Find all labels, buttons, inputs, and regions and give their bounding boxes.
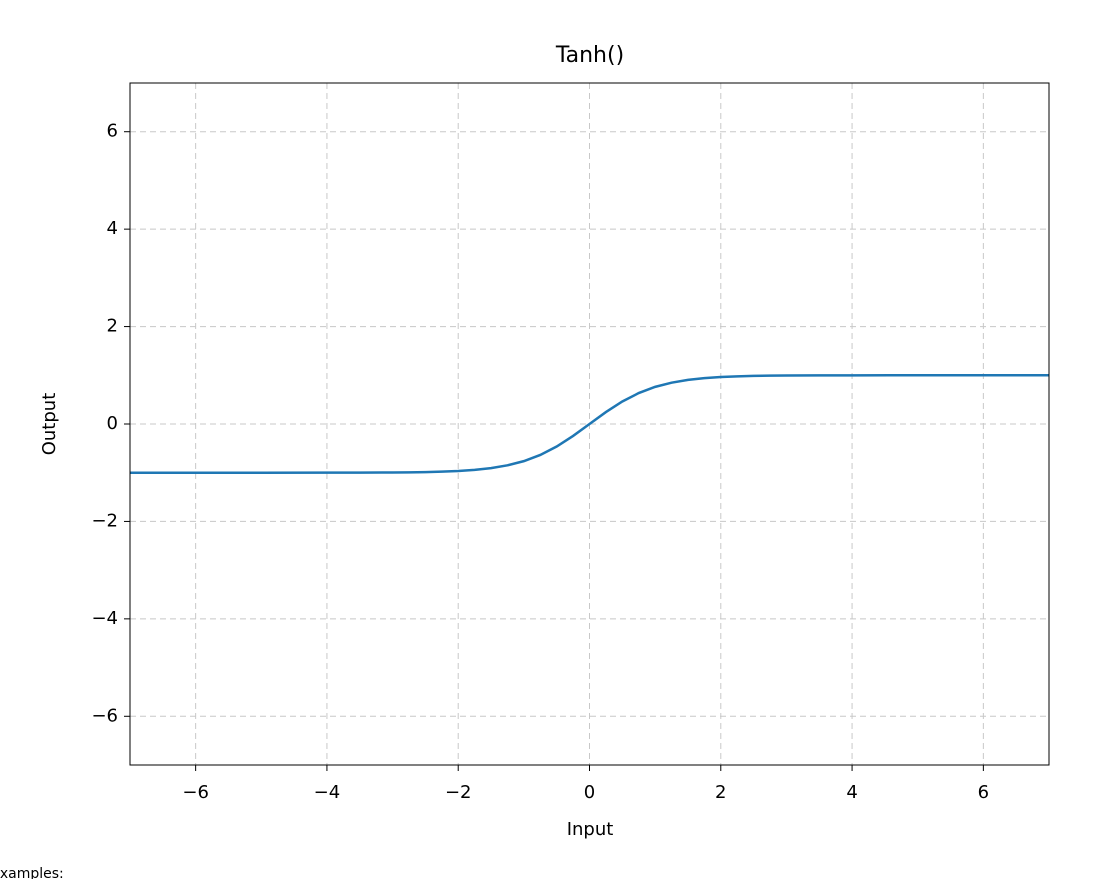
line <box>130 374 1049 474</box>
y-tick-label: 6 <box>107 121 118 142</box>
x-tick-label: 6 <box>978 782 989 803</box>
y-axis-label: Output <box>39 393 60 456</box>
x-tick-label: −4 <box>314 782 341 803</box>
y-tick-label: −4 <box>91 608 118 629</box>
footer-text: Examples: <box>0 866 64 879</box>
y-tick-label: −6 <box>91 705 118 726</box>
x-axis-label: Input <box>567 819 614 840</box>
x-tick-label: 0 <box>584 782 595 803</box>
x-tick-label: 4 <box>846 782 857 803</box>
y-tick-label: 2 <box>107 316 118 337</box>
x-tick-label: −2 <box>445 782 472 803</box>
plot-frame <box>129 82 1050 766</box>
x-tick-label: −6 <box>182 782 209 803</box>
x-tick-label: 2 <box>715 782 726 803</box>
y-tick-label: 4 <box>107 218 118 239</box>
y-tick-label: 0 <box>107 413 118 434</box>
chart-title: Tanh() <box>555 43 624 68</box>
y-tick-label: −2 <box>91 510 118 531</box>
